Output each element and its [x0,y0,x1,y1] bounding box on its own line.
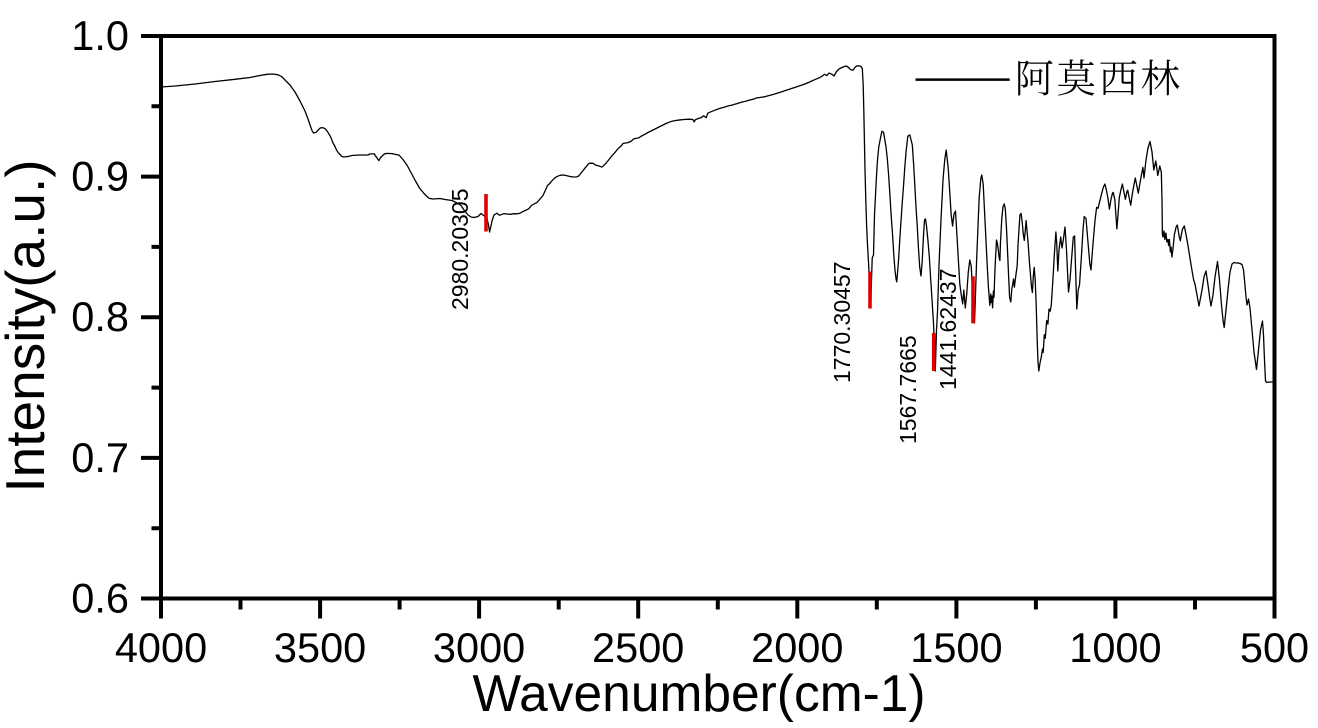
svg-text:1000: 1000 [1069,624,1161,671]
svg-text:Wavenumber(cm-1): Wavenumber(cm-1) [472,664,925,722]
svg-text:3000: 3000 [433,624,525,671]
svg-text:2000: 2000 [751,624,843,671]
svg-text:0.6: 0.6 [71,575,129,622]
svg-text:0.7: 0.7 [71,434,129,481]
svg-text:4000: 4000 [115,624,207,671]
svg-text:0.8: 0.8 [71,293,129,340]
svg-text:1441.62437: 1441.62437 [935,268,961,390]
svg-text:2500: 2500 [592,624,684,671]
svg-text:2980.20305: 2980.20305 [447,188,473,310]
svg-text:1.0: 1.0 [71,12,129,59]
svg-text:500: 500 [1240,624,1309,671]
svg-text:3500: 3500 [274,624,366,671]
svg-text:Intensity(a.u.): Intensity(a.u.) [0,159,56,492]
svg-text:1567.7665: 1567.7665 [895,335,921,444]
svg-text:1770.30457: 1770.30457 [829,261,855,383]
svg-text:1500: 1500 [910,624,1002,671]
svg-text:0.9: 0.9 [71,153,129,200]
